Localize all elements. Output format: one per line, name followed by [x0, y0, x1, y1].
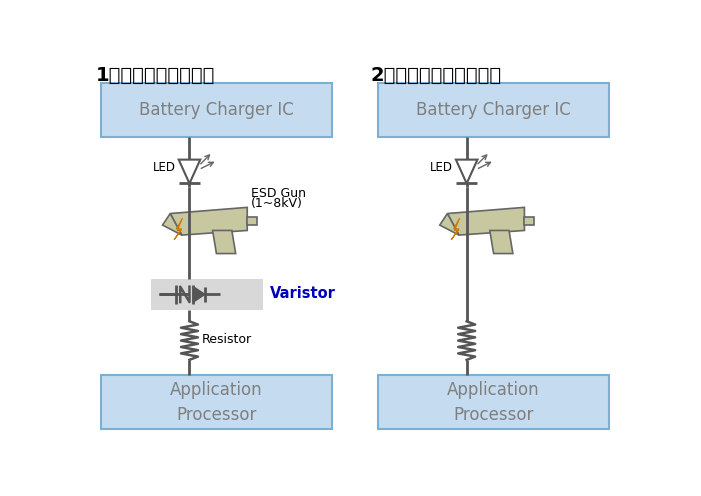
Text: Varistor: Varistor	[271, 286, 336, 301]
Text: Application
Processor: Application Processor	[447, 380, 540, 424]
Bar	[378, 375, 609, 429]
Bar	[101, 375, 332, 429]
Polygon shape	[193, 287, 205, 302]
Polygon shape	[170, 207, 247, 235]
Text: LED: LED	[430, 161, 453, 174]
Bar	[101, 83, 332, 136]
Polygon shape	[451, 218, 460, 240]
Text: Application
Processor: Application Processor	[170, 380, 263, 424]
Polygon shape	[212, 231, 236, 253]
Text: 1）使用贴片压敏电阻: 1）使用贴片压敏电阻	[95, 65, 215, 85]
Polygon shape	[490, 231, 513, 253]
Text: Battery Charger IC: Battery Charger IC	[139, 101, 294, 119]
Polygon shape	[163, 213, 182, 235]
Text: 2）不使用贴片压敏电阻: 2）不使用贴片压敏电阻	[370, 65, 501, 85]
Polygon shape	[524, 217, 534, 225]
Polygon shape	[440, 213, 459, 235]
Text: Battery Charger IC: Battery Charger IC	[416, 101, 571, 119]
Text: (1~8kV): (1~8kV)	[251, 197, 303, 210]
Polygon shape	[179, 160, 200, 184]
Bar	[378, 83, 609, 136]
Polygon shape	[174, 218, 182, 240]
Text: ESD Gun: ESD Gun	[251, 186, 306, 199]
Bar	[151, 279, 263, 310]
Text: Resistor: Resistor	[202, 332, 252, 346]
Text: LED: LED	[153, 161, 176, 174]
Polygon shape	[247, 217, 257, 225]
Polygon shape	[456, 160, 477, 184]
Polygon shape	[447, 207, 524, 235]
